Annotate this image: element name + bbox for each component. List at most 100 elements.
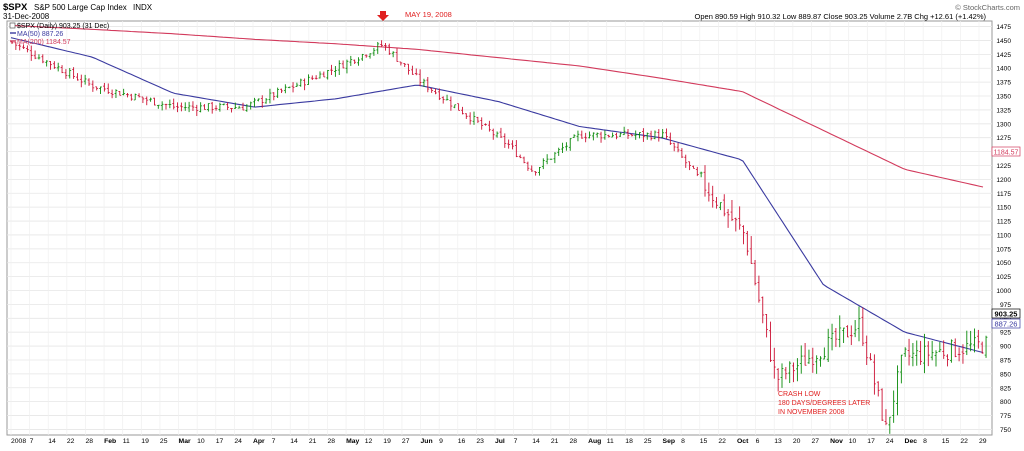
y-tick-label: 775 [1000, 413, 1011, 420]
y-tick-label: 875 [1000, 357, 1011, 364]
price-tags: 903.25 887.26 1184.57 [991, 146, 1021, 329]
y-tick-label: 1200 [996, 177, 1011, 184]
x-tick-label: Jun [421, 438, 433, 445]
x-tick-label: 21 [551, 438, 559, 445]
x-tick-label: 28 [85, 438, 93, 445]
y-tick-label: 1275 [996, 135, 1011, 142]
y-tick-label: 800 [1000, 399, 1011, 406]
chart-date: 31-Dec-2008 [3, 12, 50, 21]
y-tick-label: 975 [1000, 302, 1011, 309]
y-tick-label: 925 [1000, 330, 1011, 337]
x-tick-label: Nov [830, 438, 843, 445]
x-tick-label: 28 [327, 438, 335, 445]
x-tick-label: 11 [607, 438, 614, 445]
symbol-label: $SPX [3, 2, 28, 13]
x-tick-label: 9 [439, 438, 443, 445]
x-tick-label: 16 [458, 438, 466, 445]
x-tick-label: 28 [569, 438, 577, 445]
ma200-price-tag: 1184.57 [994, 150, 1019, 157]
x-tick-label: 14 [290, 438, 298, 445]
y-tick-label: 1325 [996, 107, 1011, 114]
x-tick-label: 24 [886, 438, 894, 445]
x-tick-label: 10 [197, 438, 205, 445]
x-tick-label: Dec [905, 438, 918, 445]
y-tick-label: 1375 [996, 80, 1011, 87]
x-tick-label: 6 [756, 438, 760, 445]
legend-price-swatch [9, 22, 16, 29]
close-price-tag-box [991, 308, 1021, 319]
crash-annotation-line3: IN NOVEMBER 2008 [778, 409, 845, 416]
close-price-tag: 903.25 [995, 310, 1018, 319]
x-tick-label: Apr [253, 438, 265, 445]
x-tick-label: 11 [123, 438, 130, 445]
top-arrow-icon [377, 11, 389, 21]
ma50-price-tag-box [991, 318, 1021, 329]
x-tick-label: 24 [234, 438, 242, 445]
x-tick-label: 18 [625, 438, 633, 445]
x-tick-label: 13 [774, 438, 782, 445]
x-tick-label: Mar [179, 438, 191, 445]
x-tick-label: 25 [160, 438, 168, 445]
x-tick-label: 14 [532, 438, 540, 445]
x-tick-label: 27 [402, 438, 410, 445]
grid-lines [7, 21, 992, 435]
x-tick-label: 17 [867, 438, 875, 445]
top-annotation: MAY 19, 2008 [405, 10, 452, 19]
legend-price: $SPX (Daily) 903.25 (31 Dec) [17, 23, 109, 30]
y-tick-label: 1150 [997, 205, 1012, 212]
exchange-label: INDX [133, 3, 153, 12]
x-tick-label: 12 [365, 438, 373, 445]
y-tick-label: 750 [1000, 427, 1011, 434]
x-tick-label: 21 [309, 438, 317, 445]
legend-ma200: MA(200) 1184.57 [17, 39, 71, 46]
crash-annotation-line1: CRASH LOW [778, 391, 821, 398]
x-tick-label: 17 [216, 438, 224, 445]
ma200-price-tag-box [991, 146, 1021, 157]
y-tick-label: 1475 [996, 24, 1011, 31]
x-tick-label: 15 [942, 438, 950, 445]
y-tick-label: 1425 [996, 52, 1011, 59]
x-tick-label: Oct [737, 438, 749, 445]
y-tick-label: 1050 [996, 260, 1011, 267]
x-tick-label: 27 [811, 438, 819, 445]
y-tick-label: 1350 [996, 94, 1011, 101]
x-tick-label: May [346, 438, 359, 445]
ma200-line [10, 24, 984, 188]
x-tick-label: 23 [476, 438, 484, 445]
x-tick-label: 14 [48, 438, 56, 445]
ma50-price-tag: 887.26 [995, 320, 1018, 329]
x-tick-label: 22 [67, 438, 75, 445]
x-tick-label: 7 [514, 438, 518, 445]
y-tick-label: 850 [1000, 371, 1011, 378]
x-tick-label: 22 [960, 438, 968, 445]
watermark-text: © StockCharts.com [955, 3, 1020, 12]
x-tick-label: 29 [979, 438, 987, 445]
y-tick-label: 1400 [996, 66, 1011, 73]
plot-area [6, 20, 993, 436]
x-tick-label: 22 [718, 438, 726, 445]
x-tick-label: 10 [849, 438, 857, 445]
y-tick-label: 900 [1000, 344, 1011, 351]
x-tick-label: Aug [588, 438, 601, 445]
y-tick-label: 1300 [996, 121, 1011, 128]
y-tick-label: 1125 [997, 219, 1012, 226]
x-tick-label: Feb [104, 438, 116, 445]
x-tick-label: Jul [495, 438, 505, 445]
x-tick-label: 19 [383, 438, 391, 445]
x-tick-label: 20 [793, 438, 801, 445]
legend-ma50: MA(50) 887.26 [17, 31, 63, 38]
y-tick-label: 1450 [996, 38, 1011, 45]
y-tick-label: 1225 [996, 163, 1011, 170]
y-tick-label: 1025 [996, 274, 1011, 281]
x-tick-label: 7 [272, 438, 276, 445]
y-axis-ticks: 7507758008258508759009259509751000102510… [996, 24, 1011, 434]
x-tick-label: 25 [644, 438, 652, 445]
ma200-series [10, 24, 984, 188]
x-tick-label: 7 [30, 438, 34, 445]
index-name: S&P 500 Large Cap Index [34, 3, 127, 12]
x-tick-label: 15 [700, 438, 708, 445]
crash-annotation-line2: 180 DAYS/DEGREES LATER [778, 400, 870, 407]
price-stats: Open 890.59 High 910.32 Low 889.87 Close… [695, 12, 987, 21]
